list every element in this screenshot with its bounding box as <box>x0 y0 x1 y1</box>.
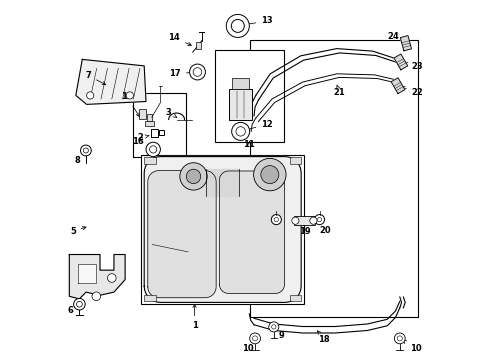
Text: 6: 6 <box>67 305 79 315</box>
Circle shape <box>318 217 321 222</box>
Text: 15: 15 <box>121 92 139 116</box>
Text: 24: 24 <box>387 32 405 43</box>
Text: 5: 5 <box>70 226 86 236</box>
Text: 21: 21 <box>334 85 345 98</box>
Bar <box>145 121 154 126</box>
Text: 17: 17 <box>170 69 194 78</box>
Text: 20: 20 <box>265 220 276 235</box>
Circle shape <box>180 163 207 190</box>
Text: 23: 23 <box>404 62 423 71</box>
Text: 22: 22 <box>401 86 423 98</box>
Circle shape <box>232 122 250 140</box>
Circle shape <box>271 325 276 329</box>
Polygon shape <box>144 157 301 302</box>
Text: 9: 9 <box>274 328 284 340</box>
Bar <box>290 157 301 164</box>
Polygon shape <box>391 78 405 94</box>
Text: 16: 16 <box>132 137 150 148</box>
Circle shape <box>193 68 202 76</box>
Circle shape <box>83 148 88 153</box>
Text: 2: 2 <box>138 133 149 142</box>
Circle shape <box>252 336 258 341</box>
Circle shape <box>226 14 249 37</box>
Circle shape <box>146 142 160 157</box>
Circle shape <box>231 19 245 32</box>
Text: 14: 14 <box>169 33 191 45</box>
Bar <box>139 109 146 119</box>
Text: 3: 3 <box>166 108 177 117</box>
Bar <box>294 216 315 225</box>
Text: 10: 10 <box>403 340 421 353</box>
Circle shape <box>292 217 299 224</box>
Bar <box>216 50 284 142</box>
Circle shape <box>315 215 324 225</box>
Circle shape <box>261 166 279 184</box>
Bar <box>151 129 158 137</box>
Circle shape <box>74 298 85 310</box>
Text: 10: 10 <box>242 339 255 353</box>
Circle shape <box>271 215 281 225</box>
Polygon shape <box>148 171 216 298</box>
Polygon shape <box>76 59 146 104</box>
Circle shape <box>236 127 245 136</box>
Text: 19: 19 <box>298 221 310 236</box>
Polygon shape <box>206 169 239 196</box>
Text: 12: 12 <box>244 120 273 131</box>
Circle shape <box>107 274 116 282</box>
Bar <box>196 42 201 49</box>
Circle shape <box>186 169 201 184</box>
Text: 4: 4 <box>242 261 251 275</box>
Circle shape <box>254 158 286 191</box>
Bar <box>144 157 156 164</box>
Bar <box>250 40 418 317</box>
Circle shape <box>310 217 317 224</box>
Text: 20: 20 <box>319 220 331 235</box>
Text: 13: 13 <box>242 17 273 26</box>
Circle shape <box>269 322 279 332</box>
Text: 1: 1 <box>192 304 197 330</box>
Text: 18: 18 <box>318 331 330 343</box>
Circle shape <box>397 336 402 341</box>
Circle shape <box>87 92 94 99</box>
Circle shape <box>190 64 205 80</box>
Polygon shape <box>78 264 96 283</box>
Bar <box>133 93 186 157</box>
Circle shape <box>149 146 157 153</box>
Polygon shape <box>394 54 408 70</box>
Circle shape <box>126 92 133 99</box>
Bar <box>144 295 156 301</box>
Circle shape <box>92 292 100 301</box>
Bar <box>290 295 301 301</box>
Bar <box>159 130 164 135</box>
Bar <box>232 78 248 89</box>
Circle shape <box>274 217 278 222</box>
Circle shape <box>394 333 405 344</box>
Circle shape <box>250 333 261 344</box>
Polygon shape <box>400 36 412 51</box>
Text: 8: 8 <box>74 151 85 165</box>
Circle shape <box>80 145 91 156</box>
Bar <box>229 89 252 120</box>
Polygon shape <box>69 255 125 299</box>
Text: 7: 7 <box>86 71 106 85</box>
Bar <box>147 114 152 121</box>
Bar <box>141 155 304 304</box>
Text: 11: 11 <box>244 140 255 149</box>
Circle shape <box>76 301 82 307</box>
Polygon shape <box>220 171 285 293</box>
